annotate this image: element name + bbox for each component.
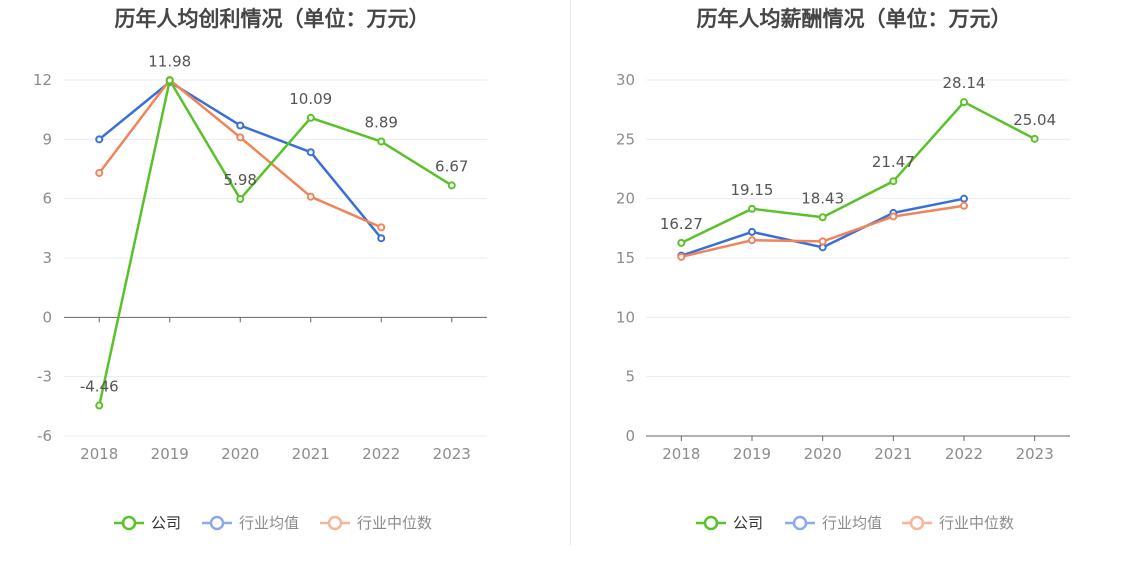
legend-label: 公司 [151,514,181,532]
chart-divider [570,0,571,545]
legend-item-company[interactable]: 公司 [696,514,763,532]
legend-item-industry_avg[interactable]: 行业均值 [202,514,299,532]
data-point-company [677,238,686,247]
legend-label: 行业均值 [822,514,882,532]
data-label: 19.15 [731,181,774,199]
x-tick-label: 2022 [945,445,983,463]
y-tick-label: 9 [42,130,52,148]
data-label: -4.46 [80,378,119,396]
chart-salary-per-capita: 历年人均薪酬情况（单位：万元） 30 25 20 15 10 5 0 2018 2019 2020 2… [567,0,1134,582]
series-line-company [680,100,1036,245]
data-point-company [377,137,386,146]
data-point-company [306,113,315,122]
y-tick-label: 20 [616,190,635,208]
data-label: 10.09 [289,90,332,108]
legend-label: 行业均值 [239,514,299,532]
legend-item-industry_median[interactable]: 行业中位数 [320,514,432,532]
y-tick-label: -6 [37,427,52,445]
data-label: 11.98 [148,52,191,70]
y-tick-label: 10 [616,308,635,326]
legend-marker [327,515,343,531]
data-point-industry_avg [377,234,386,243]
data-point-company [236,195,245,204]
legend-marker [209,515,225,531]
x-tick-label: 2021 [874,445,912,463]
data-point-company [95,401,104,410]
chart-profit-per-capita: 历年人均创利情况（单位：万元） 12 9 6 3 0 -3 -6 2018 2019 2020 202… [33,7,487,532]
x-tick-label: 2020 [221,445,259,463]
y-tick-label: 6 [42,190,52,208]
data-point-industry_avg [95,135,104,144]
y-tick-label: 12 [33,71,52,89]
data-point-industry_median [889,212,898,221]
legend-label: 公司 [733,514,763,532]
data-point-industry_median [818,237,827,246]
data-point-industry_median [306,192,315,201]
legend-marker [909,515,925,531]
data-point-company [960,98,968,107]
legend-label: 行业中位数 [357,514,432,532]
data-point-company [1030,134,1039,143]
data-point-industry_median [677,252,686,261]
x-tick-label: 2020 [804,445,842,463]
data-label: 16.27 [660,215,703,233]
x-tick-label: 2023 [1016,445,1054,463]
data-label: 21.47 [872,153,915,171]
y-tick-label: 25 [616,130,635,148]
data-point-company [748,204,756,213]
data-point-industry_avg [748,227,756,236]
x-tick-label: 2018 [80,445,118,463]
y-tick-label: 15 [616,249,635,267]
y-tick-label: 0 [42,308,52,326]
chart-svg-right: 历年人均薪酬情况（单位：万元） 30 25 20 15 10 5 0 2018 2019 2020 2… [616,7,1070,532]
data-point-company [889,177,898,186]
legend-marker [703,515,719,531]
data-point-company [165,76,174,85]
x-tick-label: 2021 [292,445,330,463]
x-tick-label: 2022 [362,445,400,463]
data-label: 25.04 [1013,111,1056,129]
data-point-industry_avg [960,194,968,203]
legend-item-industry_median[interactable]: 行业中位数 [902,514,1014,532]
data-label: 5.98 [224,171,257,189]
x-tick-label: 2019 [733,445,771,463]
data-label: 6.67 [435,157,468,175]
chart-title: 历年人均薪酬情况（单位：万元） [697,7,1012,31]
legend-marker [121,515,137,531]
data-point-company [818,213,827,222]
data-point-industry_avg [306,148,315,157]
data-point-industry_median [960,201,968,210]
legend-item-industry_avg[interactable]: 行业均值 [785,514,882,532]
chart-title: 历年人均创利情况（单位：万元） [115,7,430,31]
x-tick-label: 2023 [433,445,471,463]
legend-marker [792,515,808,531]
legend-item-company[interactable]: 公司 [114,514,181,532]
y-tick-label: 5 [625,368,635,386]
data-point-industry_median [748,236,756,245]
y-tick-label: 0 [625,427,635,445]
series-line-company [98,79,453,406]
y-tick-label: 3 [42,249,52,267]
data-point-company [447,181,456,190]
x-tick-label: 2019 [151,445,189,463]
data-point-industry_avg [236,121,245,130]
legend-label: 行业中位数 [939,514,1014,532]
y-tick-label: 30 [616,71,635,89]
chart-svg-left: 历年人均创利情况（单位：万元） 12 9 6 3 0 -3 -6 2018 2019 2020 202… [33,7,487,532]
data-label: 8.89 [365,114,398,132]
data-point-industry_median [377,223,386,232]
y-tick-label: -3 [37,368,52,386]
data-point-industry_median [95,168,104,177]
data-point-industry_median [236,133,245,142]
data-label: 18.43 [801,189,844,207]
data-label: 28.14 [943,74,986,92]
x-tick-label: 2018 [662,445,700,463]
